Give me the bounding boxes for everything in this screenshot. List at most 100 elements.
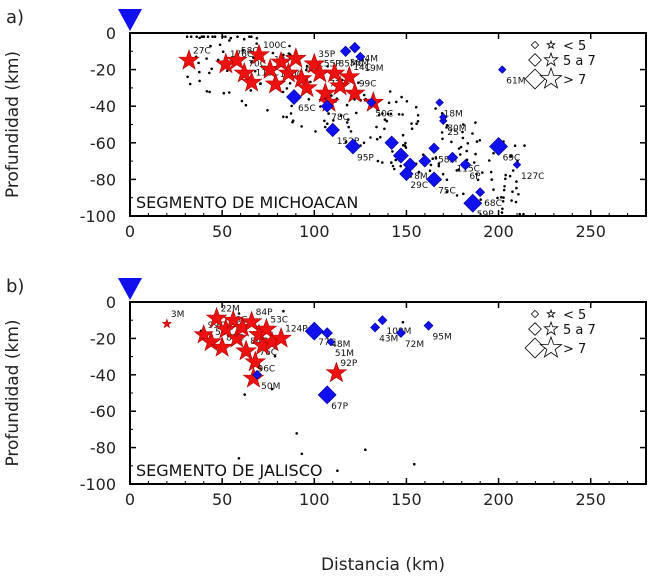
star-marker (285, 47, 307, 68)
x-tick-label: 150 (391, 490, 422, 509)
background-event-dot (255, 42, 258, 45)
diamond-marker (498, 65, 507, 74)
background-event-dot (236, 35, 239, 38)
diamond-marker (339, 45, 352, 57)
y-tick-label: -20 (90, 329, 116, 348)
background-event-dot (445, 126, 448, 129)
background-event-dot (416, 120, 420, 123)
star-marker (314, 81, 337, 103)
background-event-dot (250, 35, 253, 38)
diamond-marker (304, 321, 324, 341)
background-event-dot (511, 190, 514, 193)
background-event-dot (381, 112, 384, 115)
background-event-dot (200, 35, 203, 38)
diamond-marker (489, 137, 508, 156)
point-label: 78C (331, 113, 349, 123)
background-event-dot (197, 61, 200, 65)
background-event-dot (208, 90, 211, 94)
background-event-dot (305, 68, 308, 72)
background-event-dot (441, 137, 444, 141)
legend-label: < 5 (563, 308, 586, 323)
background-event-dot (462, 123, 465, 126)
background-event-dot (391, 150, 394, 153)
background-event-dot (327, 112, 330, 115)
background-event-dot (205, 90, 209, 93)
background-event-dot (431, 157, 435, 160)
star-marker (270, 326, 292, 348)
point-label: 85MC (339, 59, 365, 69)
background-event-dot (224, 35, 227, 38)
background-event-dot (198, 79, 201, 83)
x-tick-label: 0 (125, 222, 135, 241)
point-label: 50C (375, 110, 393, 120)
background-event-dot (522, 212, 525, 216)
background-event-dot (300, 125, 303, 128)
station-triangle-marker (118, 278, 142, 300)
point-label: 80M (447, 124, 466, 134)
legend-label: 5 a 7 (563, 323, 596, 338)
background-event-dot (404, 141, 407, 145)
point-label: 22M (221, 304, 240, 314)
diamond-marker (377, 315, 388, 326)
background-event-dot (281, 90, 285, 94)
background-event-dot (213, 35, 217, 38)
legend-star (546, 39, 556, 50)
background-event-dot (381, 161, 384, 164)
background-event-dot (295, 432, 299, 435)
background-event-dot (415, 122, 418, 125)
x-tick-label: 200 (483, 490, 514, 509)
point-label: 14C (353, 63, 371, 73)
background-event-dot (349, 130, 353, 133)
star-marker (226, 326, 248, 348)
legend-diamond (524, 337, 546, 359)
diamond-marker (423, 320, 434, 331)
x-tick-label: 100 (299, 490, 330, 509)
background-event-dot (206, 35, 210, 38)
background-event-dot (253, 69, 257, 73)
star-marker (270, 50, 292, 72)
diamond-marker (446, 151, 459, 164)
background-event-dot (285, 115, 289, 119)
background-event-dot (410, 127, 414, 130)
background-event-dot (479, 198, 483, 201)
background-event-dot (228, 91, 231, 94)
point-label: 115C (457, 164, 480, 174)
segment-title: SEGMENTO DE MICHOACAN (136, 193, 358, 212)
y-tick-label: -80 (90, 170, 116, 189)
background-event-dot (500, 211, 504, 214)
background-event-dot (474, 152, 477, 156)
point-label: 29C (410, 181, 428, 191)
legend-star (546, 308, 556, 319)
point-label: 152P (337, 137, 360, 147)
background-event-dot (496, 196, 499, 200)
star-marker (303, 52, 326, 74)
background-event-dot (515, 180, 518, 183)
point-label: 68C (484, 199, 502, 209)
panel-label: b) (6, 276, 24, 297)
background-event-dot (502, 188, 506, 192)
background-event-dot (429, 163, 433, 167)
star-marker (277, 61, 300, 83)
background-event-dot (416, 114, 420, 117)
background-event-dot (500, 196, 503, 199)
background-event-dot (457, 147, 461, 150)
background-event-dot (282, 53, 285, 57)
legend-star (539, 66, 563, 89)
background-event-dot (461, 130, 464, 134)
background-event-dot (386, 112, 390, 116)
background-event-dot (445, 124, 449, 127)
legend-label: > 7 (563, 73, 586, 88)
background-event-dot (401, 133, 405, 137)
background-event-dot (291, 120, 294, 124)
background-event-dot (218, 43, 222, 46)
background-event-dot (523, 144, 526, 147)
y-tick-label: -80 (90, 439, 116, 458)
point-label: 2S (447, 128, 459, 138)
point-label: 35P (318, 50, 335, 60)
background-event-dot (478, 139, 482, 142)
background-event-dot (504, 173, 508, 177)
star-marker (248, 43, 270, 65)
point-label: 67P (331, 402, 348, 412)
background-event-dot (501, 200, 505, 203)
background-event-dot (462, 192, 465, 196)
